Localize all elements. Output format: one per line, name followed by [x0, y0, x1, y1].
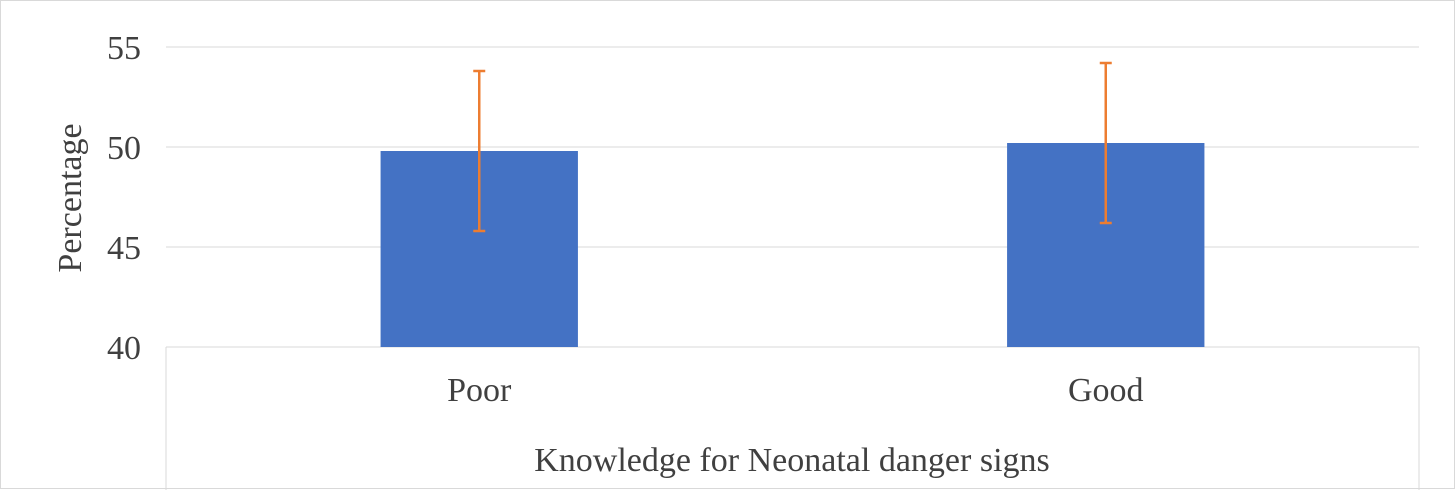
error-bars	[473, 61, 1112, 233]
y-axis-title: Percentage	[52, 123, 89, 272]
y-tick-label: 55	[107, 30, 141, 67]
error-bar-poor	[473, 69, 486, 233]
x-category-label: Poor	[447, 372, 512, 409]
y-tick-label: 50	[107, 130, 141, 167]
y-tick-label: 45	[107, 230, 141, 267]
x-category-labels: Poor Good	[447, 372, 1143, 409]
x-axis-title: Knowledge for Neonatal danger signs	[534, 442, 1050, 479]
gridlines	[166, 46, 1419, 348]
y-tick-labels: 40 45 50 55	[107, 30, 141, 367]
bars	[380, 143, 1205, 347]
y-tick-label: 40	[107, 330, 141, 367]
x-category-label: Good	[1068, 372, 1144, 409]
error-bar-good	[1099, 61, 1112, 225]
